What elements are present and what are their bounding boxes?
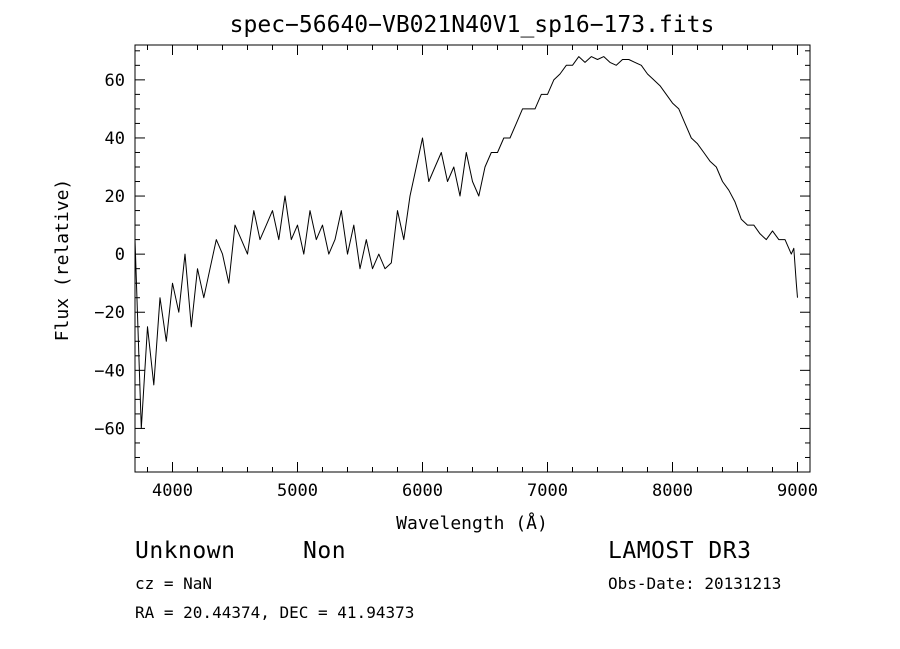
x-tick-label: 8000 <box>652 481 693 501</box>
spectrum-line <box>134 56 798 429</box>
chart-title: spec−56640−VB021N40V1_sp16−173.fits <box>230 12 715 38</box>
axis-ticks <box>135 45 810 472</box>
y-tick-label: 60 <box>105 71 125 91</box>
y-tick-label: −20 <box>94 303 125 323</box>
coordinates-text: RA = 20.44374, DEC = 41.94373 <box>135 603 415 622</box>
y-tick-label: 20 <box>105 187 125 207</box>
y-tick-label: 40 <box>105 129 125 149</box>
y-tick-label: −40 <box>94 361 125 381</box>
survey-name: LAMOST DR3 <box>608 538 752 564</box>
x-tick-label: 4000 <box>152 481 193 501</box>
object-class: Unknown <box>135 538 236 564</box>
x-tick-label: 5000 <box>277 481 318 501</box>
y-tick-label: −60 <box>94 419 125 439</box>
obs-date: Obs-Date: 20131213 <box>608 574 782 593</box>
y-axis-label: Flux (relative) <box>52 179 73 342</box>
x-axis-label: Wavelength (Å) <box>396 512 548 534</box>
plot-frame <box>134 44 811 473</box>
object-subclass: Non <box>303 538 347 564</box>
x-tick-label: 9000 <box>777 481 818 501</box>
x-tick-label: 6000 <box>402 481 443 501</box>
plot-border <box>134 44 811 473</box>
redshift-text: cz = NaN <box>135 574 213 593</box>
x-tick-label: 7000 <box>527 481 568 501</box>
axis-tick-labels: 4000 5000 6000 7000 8000 9000 −60 −40 −20 0 20 40 60 <box>94 71 818 501</box>
spectrum-series <box>134 56 798 429</box>
y-tick-label: 0 <box>115 245 125 265</box>
